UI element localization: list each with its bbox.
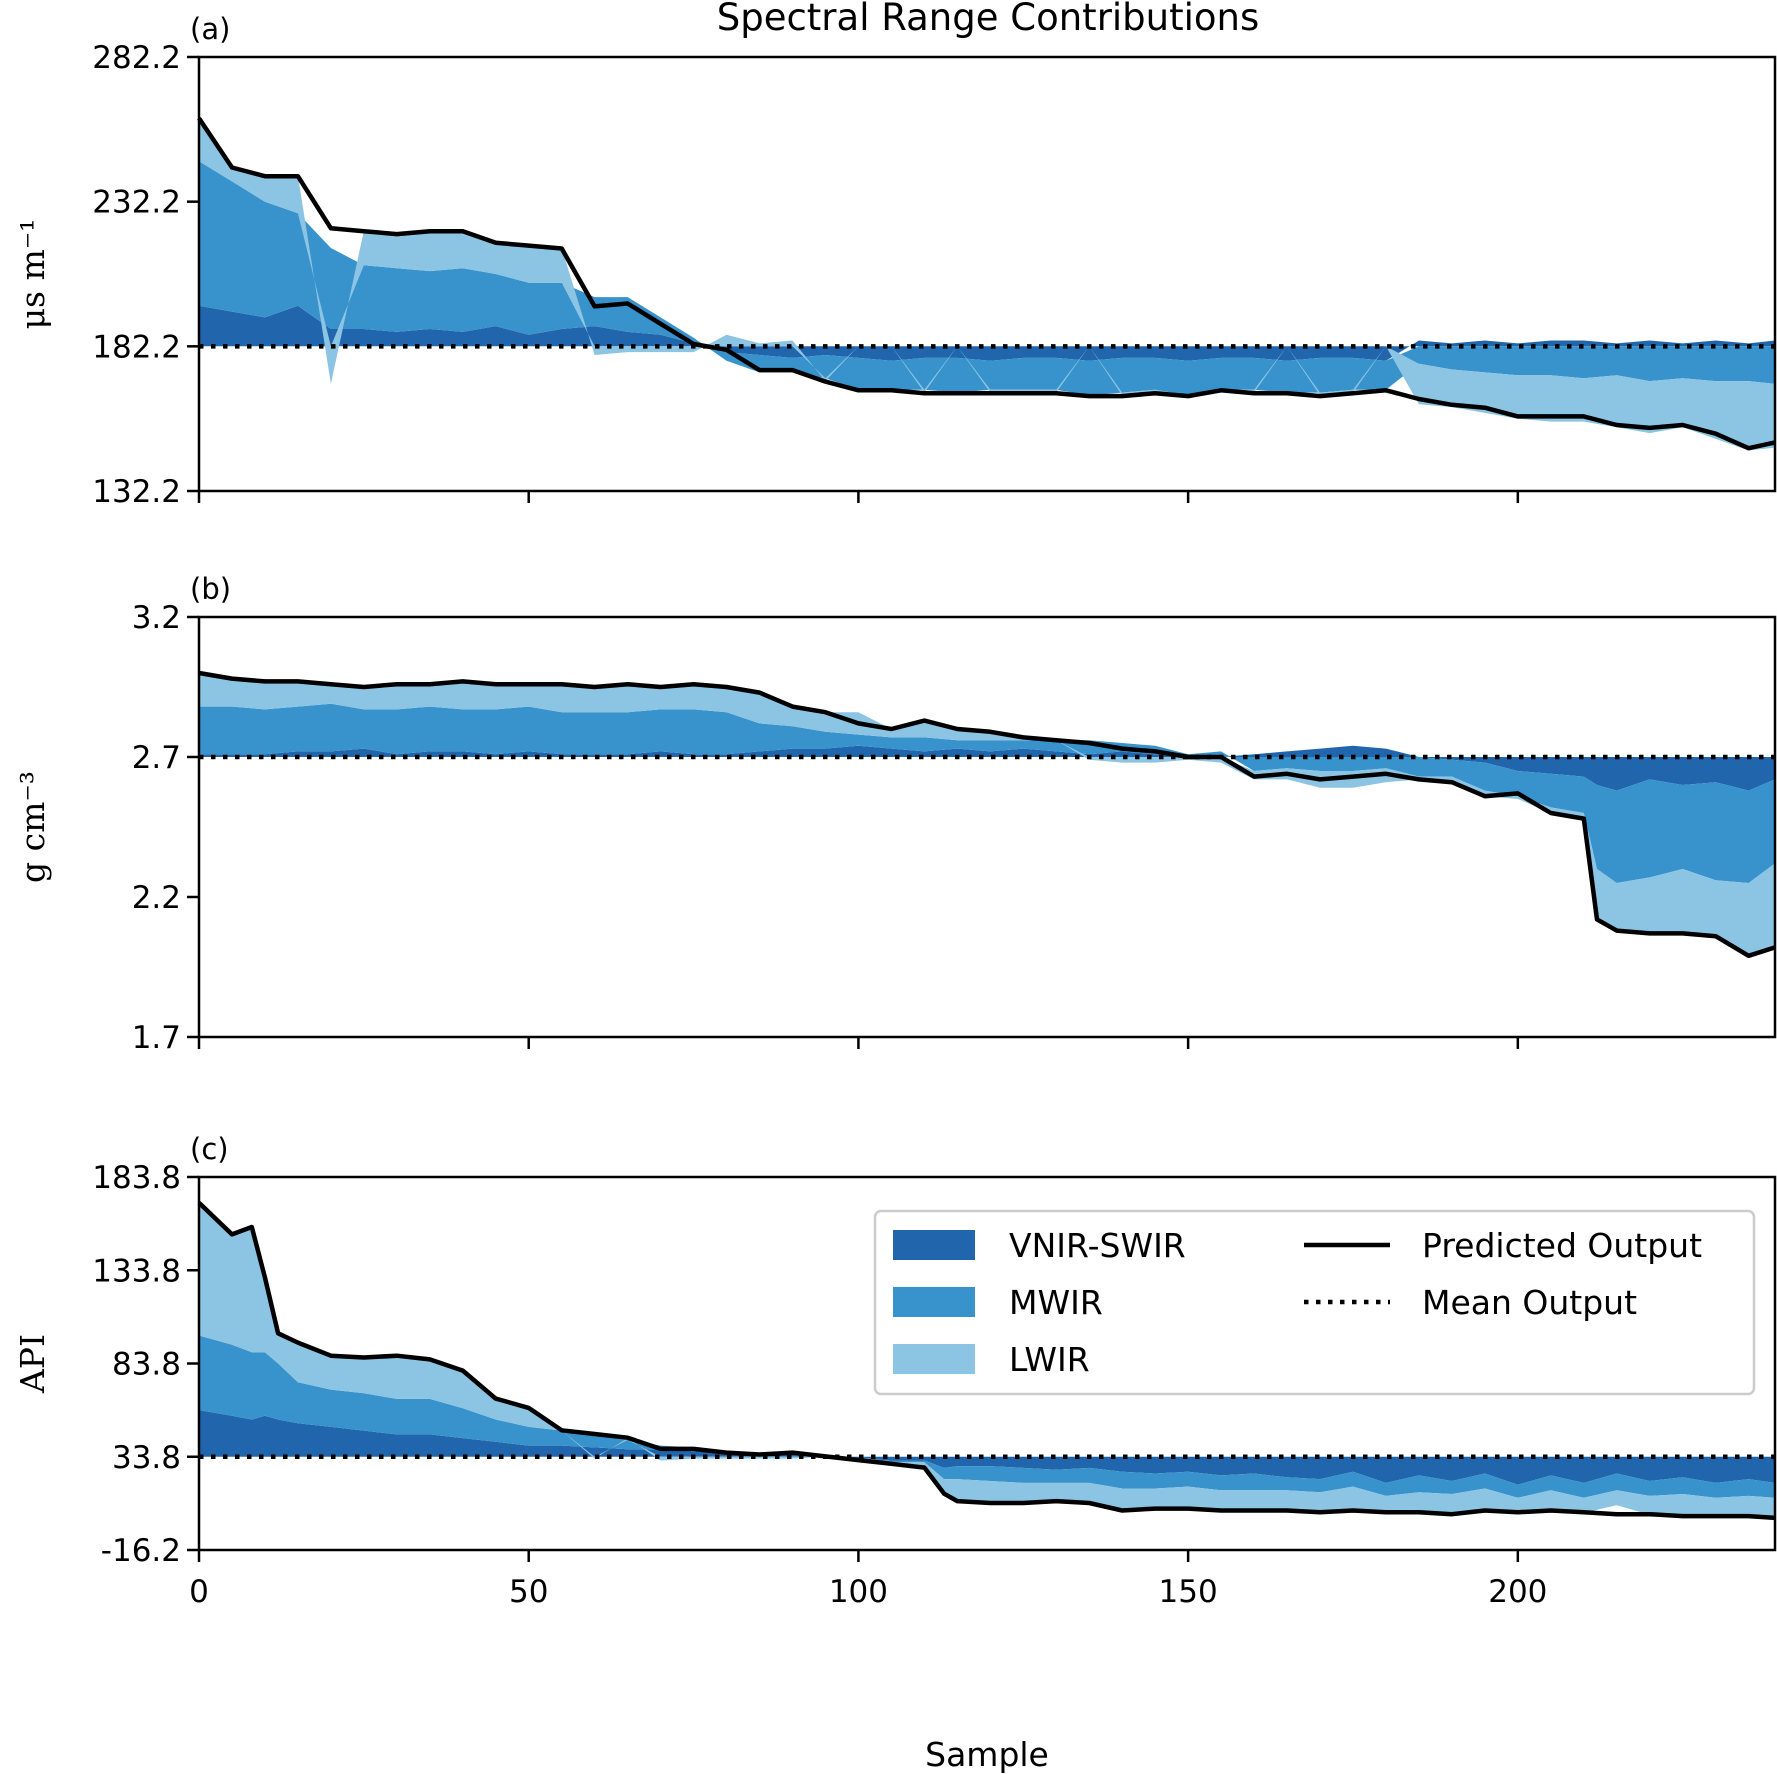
x-tick-label: 150 [1159,1574,1218,1610]
y-tick-label-panel-a: 182.2 [92,329,181,365]
area-vnir-swir-panel-a [199,305,1775,361]
x-tick-label: 200 [1488,1574,1547,1610]
area-lwir-panel-a [199,117,1775,451]
area-mwir-panel-a [199,161,1775,396]
predicted-line-panel-a [197,117,1776,451]
x-axis-label: Sample [925,1735,1049,1774]
y-tick-label-panel-c: 83.8 [112,1347,181,1383]
x-tick-label: 50 [509,1574,548,1610]
x-tick-label: 0 [189,1574,209,1610]
y-tick-label-panel-b: 1.7 [132,1020,181,1056]
axes-frame-panel-b [197,615,1777,1039]
predicted-line-panel-c [197,1201,1776,1521]
y-tick-label-panel-c: 183.8 [92,1160,181,1196]
chart-title: Spectral Range Contributions [717,0,1260,39]
area-mwir-panel-c [199,1335,1775,1498]
y-tick-label-panel-a: 132.2 [92,474,181,510]
predicted-line-panel-b [198,670,1776,959]
legend-label-predicted: Predicted Output [1422,1226,1702,1265]
panel-label-a: (a) [190,12,230,46]
legend-swatch-lwir [893,1344,975,1374]
legend-label-mean: Mean Output [1422,1283,1637,1322]
y-axis-label-panel-a: μs m⁻¹ [13,219,52,330]
panel-a: 132.2 182.2 232.2 282.2 (a) μs m⁻¹ [13,12,1777,510]
panel-c: -16.2 33.8 83.8 133.8 183.8 0 50 100 150 200 (c) AP… [13,1132,1777,1610]
y-axis-label-panel-c: API [13,1334,52,1394]
panel-label-b: (b) [190,572,231,606]
area-mwir-panel-b [199,703,1775,883]
legend-swatch-mwir [893,1287,975,1317]
y-tick-label-panel-b: 2.7 [132,740,181,776]
panel-b: 1.7 2.2 2.7 3.2 (b) g cm⁻³ [13,572,1777,1056]
legend-swatch-vnir-swir [893,1230,975,1260]
legend: VNIR-SWIR MWIR LWIR Predicted Output Mea… [873,1209,1756,1396]
y-tick-label-panel-c: -16.2 [101,1533,181,1569]
x-tick-label: 100 [829,1574,888,1610]
legend-frame [873,1209,1756,1396]
legend-label-lwir: LWIR [1009,1340,1090,1379]
y-tick-label-panel-a: 232.2 [92,185,181,221]
axes-frame-panel-a [197,55,1777,493]
y-tick-label-panel-a: 282.2 [92,40,181,76]
y-tick-label-panel-b: 2.2 [132,880,181,916]
panel-label-c: (c) [190,1132,229,1166]
y-tick-label-panel-b: 3.2 [132,600,181,636]
y-tick-label-panel-c: 133.8 [92,1253,181,1289]
y-axis-label-panel-b: g cm⁻³ [13,771,52,883]
area-lwir-panel-b [199,673,1775,956]
legend-label-mwir: MWIR [1009,1283,1103,1322]
legend-label-vnir-swir: VNIR-SWIR [1009,1226,1186,1265]
y-tick-label-panel-c: 33.8 [112,1440,181,1476]
area-vnir-swir-panel-c [199,1410,1775,1485]
